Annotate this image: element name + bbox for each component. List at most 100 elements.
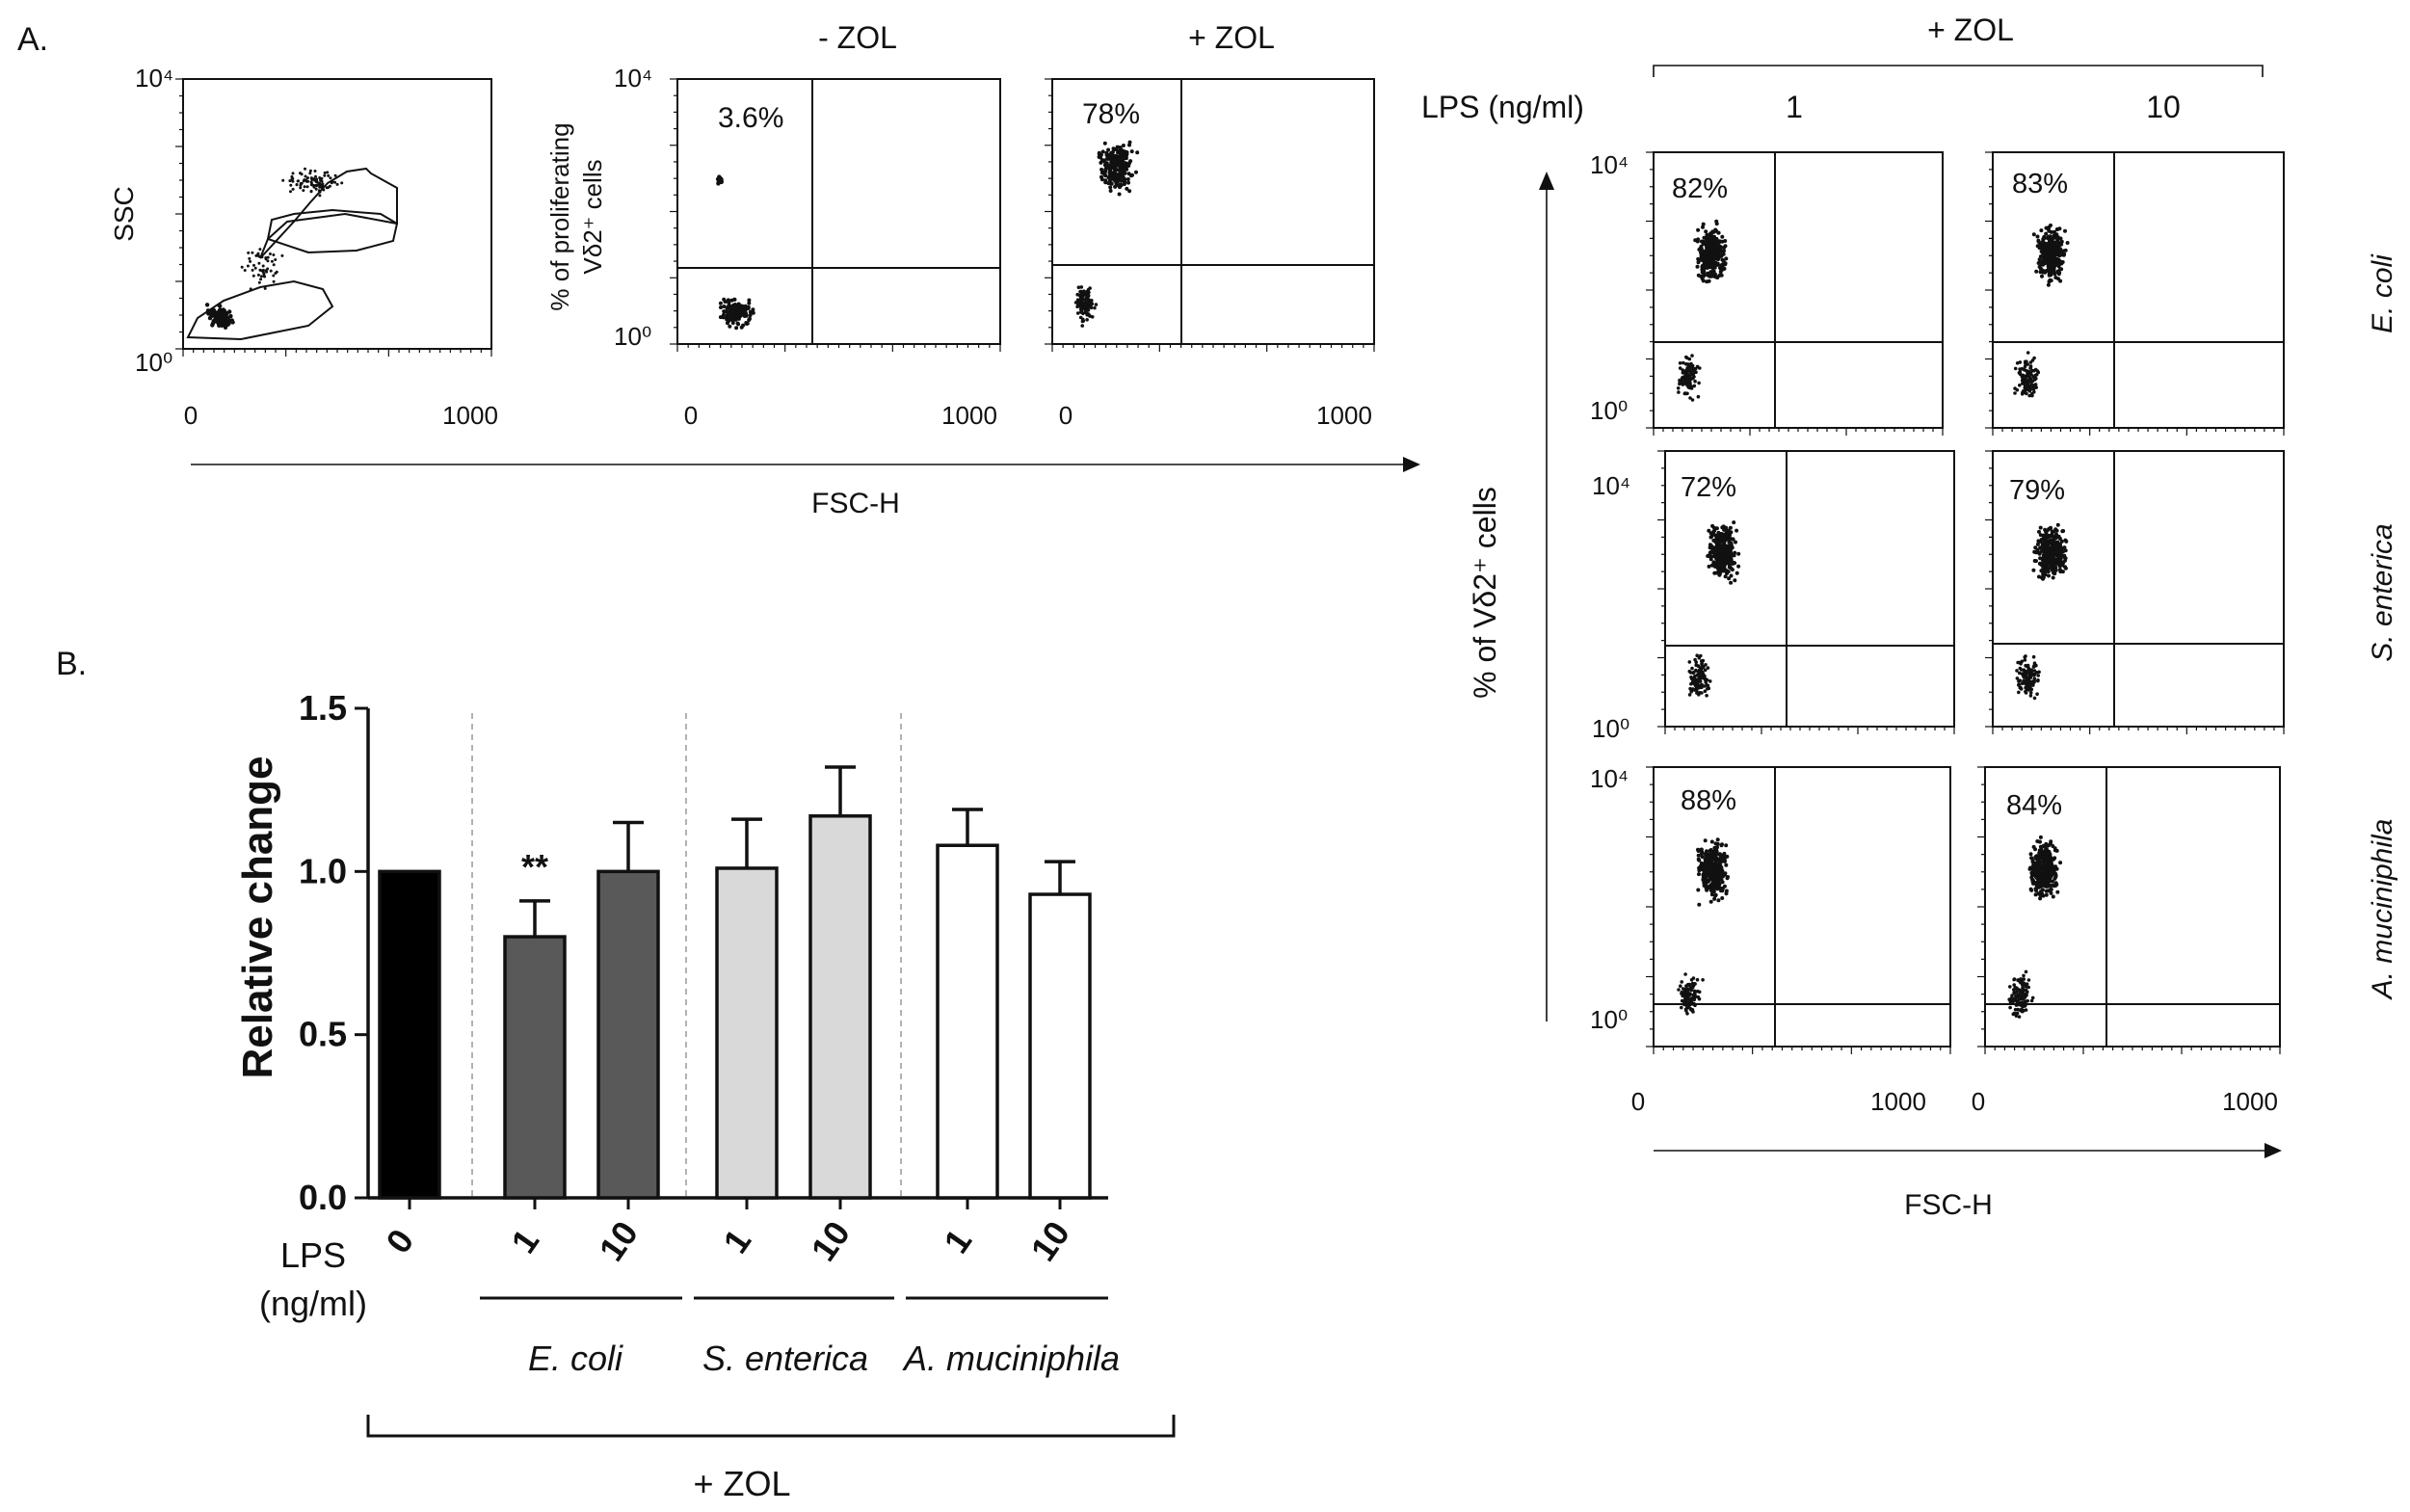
scatter-point [1723, 262, 1728, 267]
fsc-arrow-head-right [2264, 1143, 2282, 1158]
scatter-point [1705, 694, 1708, 698]
scatter-point [1701, 279, 1706, 283]
scatter-point [1711, 866, 1716, 871]
scatter-point [1726, 544, 1731, 548]
scatter-point [2024, 682, 2027, 686]
scatter-point [2061, 529, 2066, 533]
scatter-point [1696, 273, 1701, 278]
scatter-point [2047, 228, 2052, 233]
scatter-point [309, 176, 313, 180]
scatter-point [1112, 174, 1117, 179]
senterica-lps1-ticks [1657, 450, 1955, 734]
scatter-point [2031, 878, 2036, 883]
scatter-point [1086, 301, 1091, 305]
scatter-point [2053, 245, 2058, 250]
scatter-point [1721, 858, 1726, 862]
scatter-point [2026, 351, 2030, 355]
scatter-point [204, 303, 210, 307]
scatter-point [2037, 264, 2042, 269]
scatter-point [2039, 228, 2044, 233]
ssc-gate-upper [259, 167, 398, 259]
scatter-point [1706, 864, 1710, 869]
scatter-point [1696, 256, 1701, 261]
scatter-point [742, 314, 747, 318]
scatter-point [1735, 570, 1739, 575]
scatter-point [735, 306, 739, 311]
scatter-point [269, 269, 273, 273]
scatter-point [2047, 876, 2052, 881]
scatter-point [1703, 689, 1708, 693]
scatter-point [2058, 861, 2063, 865]
ssc-plot-frame [182, 78, 492, 350]
scatter-point [2043, 270, 2048, 275]
scatter-point [1690, 354, 1694, 358]
scatter-point [2035, 869, 2039, 874]
scatter-point [1700, 662, 1704, 667]
row-label-amuc: A. muciniphila [2367, 819, 2398, 1001]
scatter-point [1113, 165, 1118, 170]
scatter-point [2024, 985, 2028, 989]
scatter-point [2038, 896, 2043, 901]
scatter-point [1094, 303, 1099, 306]
scatter-point [258, 268, 262, 272]
scatter-point [1710, 884, 1715, 889]
scatter-point [2038, 844, 2043, 849]
scatter-point [721, 315, 726, 320]
amuc-lps1-plot: 88% 10⁴ 10⁰ [1590, 764, 1951, 1054]
scatter-point [1107, 163, 1112, 168]
scatter-point [290, 174, 294, 178]
scatter-point [1688, 985, 1693, 990]
scatter-point [725, 316, 728, 321]
scatter-point [1703, 251, 1708, 254]
scatter-point [2025, 687, 2028, 691]
scatter-point [1683, 972, 1687, 976]
scatter-point [2024, 1008, 2028, 1012]
scatter-point [1701, 878, 1706, 883]
scatter-point [2043, 881, 2048, 886]
scatter-point [1126, 180, 1130, 185]
scatter-point [2030, 384, 2035, 387]
scatter-point [1724, 889, 1729, 893]
scatter-point [2043, 864, 2048, 869]
right-x-tick-1000-a: 1000 [1870, 1087, 1926, 1116]
scatter-point [254, 253, 258, 257]
ssc-plot-scatter [204, 167, 344, 330]
scatter-point [2057, 271, 2062, 275]
scatter-point [2010, 994, 2014, 997]
scatter-point [1726, 875, 1730, 879]
scatter-point [2024, 375, 2028, 380]
scatter-point [2052, 876, 2057, 881]
scatter-point [2063, 228, 2067, 233]
scatter-point [1123, 177, 1127, 182]
scatter-point [2030, 865, 2035, 870]
scatter-point [2023, 995, 2027, 999]
scatter-point [288, 179, 292, 183]
scatter-point [1088, 286, 1092, 290]
scatter-point [296, 179, 300, 183]
scatter-point [2044, 892, 2049, 897]
scatter-point [1700, 659, 1704, 663]
scatter-point [2036, 674, 2040, 677]
bar [378, 869, 441, 1200]
scatter-point [2060, 570, 2065, 574]
scatter-point [747, 298, 752, 303]
scatter-point [1113, 184, 1118, 189]
ssc-tick-1000: 1000 [442, 401, 498, 430]
scatter-point [728, 324, 732, 329]
scatter-point [2047, 254, 2052, 259]
scatter-point [2046, 555, 2051, 560]
scatter-point [1724, 561, 1728, 566]
scatter-point [2041, 252, 2046, 256]
scatter-point [1706, 686, 1709, 691]
bar-chart: 0 1 10 1 10 1 10 0.00.51.01.5 Relative change … [234, 688, 1176, 1503]
scatter-point [248, 256, 252, 260]
senterica-tick-10-4: 10⁴ [1592, 471, 1630, 500]
scatter-point [1708, 239, 1712, 244]
scatter-point [2037, 562, 2042, 566]
scatter-point [291, 179, 295, 183]
scatter-point [2033, 383, 2038, 386]
scatter-point [2026, 670, 2031, 674]
scatter-point [2044, 889, 2049, 893]
scatter-point [1113, 170, 1117, 174]
scatter-point [1680, 980, 1683, 984]
